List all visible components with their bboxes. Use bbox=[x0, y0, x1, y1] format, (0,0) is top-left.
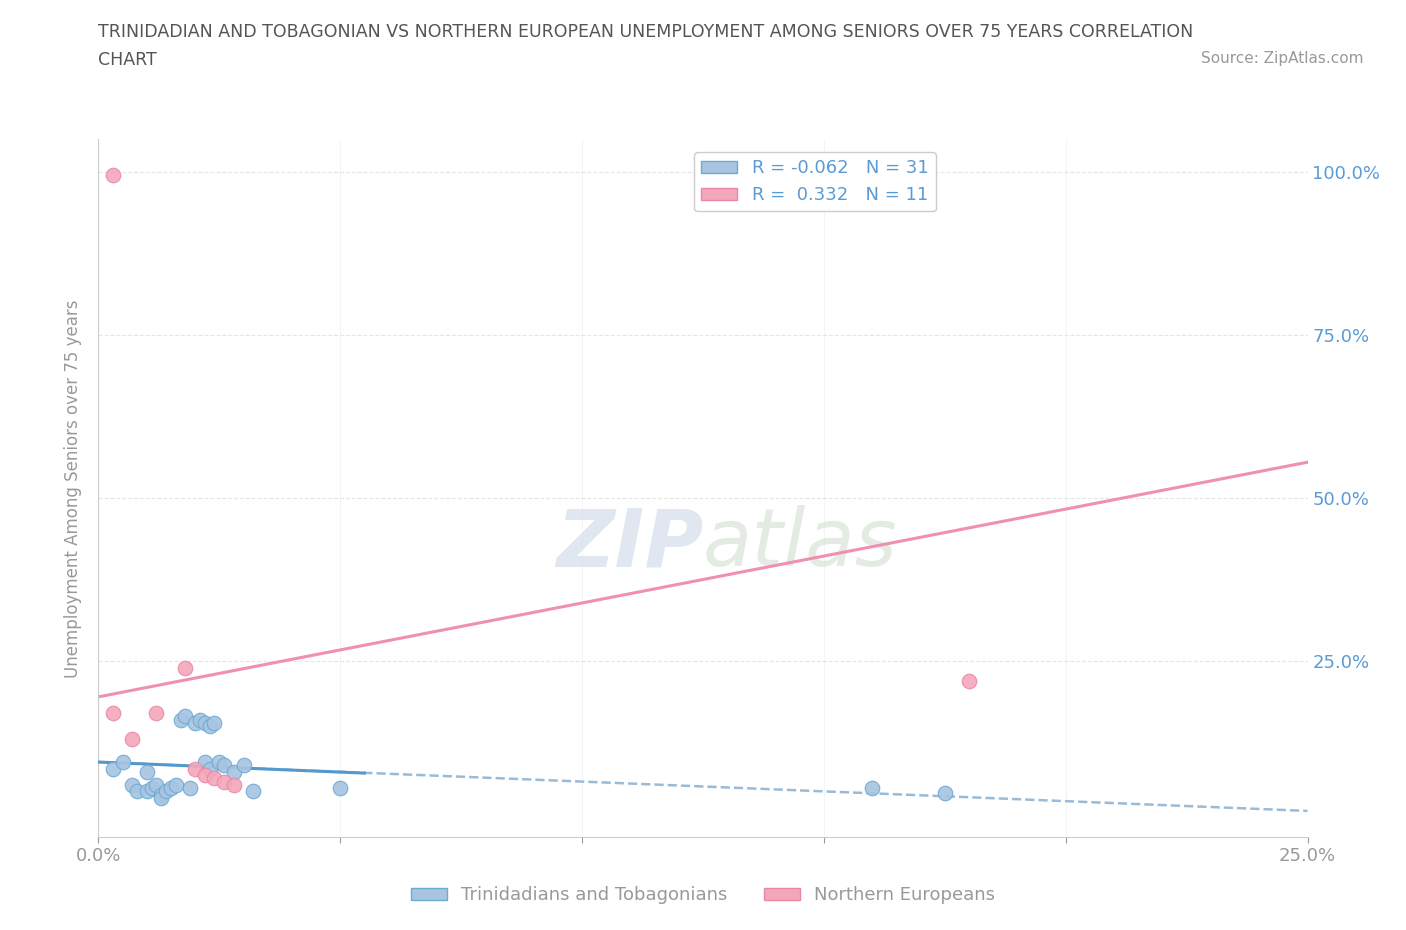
Text: ZIP: ZIP bbox=[555, 505, 703, 583]
Point bbox=[150, 790, 173, 805]
Point bbox=[150, 787, 173, 802]
Point bbox=[160, 780, 183, 795]
Y-axis label: Unemployment Among Seniors over 75 years: Unemployment Among Seniors over 75 years bbox=[65, 299, 83, 677]
Point bbox=[145, 706, 167, 721]
Point bbox=[145, 777, 167, 792]
Point bbox=[194, 715, 217, 730]
Point bbox=[174, 660, 197, 675]
Point bbox=[127, 784, 149, 799]
Point bbox=[198, 719, 221, 734]
Point bbox=[179, 780, 201, 795]
Text: TRINIDADIAN AND TOBAGONIAN VS NORTHERN EUROPEAN UNEMPLOYMENT AMONG SENIORS OVER : TRINIDADIAN AND TOBAGONIAN VS NORTHERN E… bbox=[98, 23, 1194, 41]
Point bbox=[957, 673, 980, 688]
Point bbox=[184, 761, 207, 776]
Point bbox=[212, 758, 235, 773]
Text: atlas: atlas bbox=[703, 505, 898, 583]
Point bbox=[101, 706, 124, 721]
Legend: Trinidadians and Tobagonians, Northern Europeans: Trinidadians and Tobagonians, Northern E… bbox=[404, 879, 1002, 911]
Point bbox=[155, 784, 177, 799]
Point bbox=[121, 777, 143, 792]
Point bbox=[121, 732, 143, 747]
Text: Source: ZipAtlas.com: Source: ZipAtlas.com bbox=[1201, 51, 1364, 66]
Point bbox=[184, 715, 207, 730]
Point bbox=[204, 715, 226, 730]
Point bbox=[208, 754, 231, 769]
Point bbox=[242, 784, 264, 799]
Point bbox=[141, 780, 163, 795]
Point bbox=[101, 168, 124, 183]
Point bbox=[135, 784, 157, 799]
Point bbox=[329, 780, 352, 795]
Point bbox=[135, 764, 157, 779]
Point bbox=[198, 761, 221, 776]
Point bbox=[194, 767, 217, 782]
Point bbox=[101, 761, 124, 776]
Point bbox=[188, 712, 211, 727]
Point bbox=[111, 754, 134, 769]
Point bbox=[212, 774, 235, 789]
Point bbox=[860, 780, 883, 795]
Point bbox=[174, 709, 197, 724]
Point bbox=[194, 754, 217, 769]
Point bbox=[204, 771, 226, 786]
Point bbox=[165, 777, 187, 792]
Text: CHART: CHART bbox=[98, 51, 157, 69]
Point bbox=[934, 785, 956, 800]
Point bbox=[169, 712, 191, 727]
Point bbox=[222, 777, 245, 792]
Point bbox=[222, 764, 245, 779]
Point bbox=[232, 758, 254, 773]
